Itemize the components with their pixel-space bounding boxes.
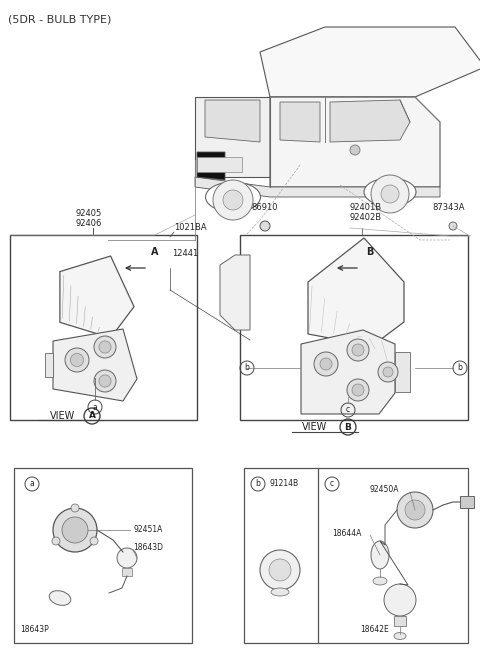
Text: 92405: 92405 bbox=[75, 209, 101, 218]
Bar bbox=[122, 568, 132, 576]
Text: VIEW: VIEW bbox=[302, 422, 327, 432]
Bar bbox=[197, 157, 242, 172]
Bar bbox=[240, 235, 468, 420]
Text: 18643P: 18643P bbox=[20, 626, 49, 634]
Bar bbox=[10, 235, 197, 420]
Text: 92402B: 92402B bbox=[350, 213, 382, 222]
Bar bbox=[460, 496, 474, 508]
Circle shape bbox=[350, 145, 360, 155]
Text: 92406: 92406 bbox=[75, 219, 101, 228]
Circle shape bbox=[320, 358, 332, 370]
Text: VIEW: VIEW bbox=[50, 411, 75, 421]
Bar bbox=[14, 468, 192, 643]
Text: B: B bbox=[366, 247, 374, 257]
Text: 92450A: 92450A bbox=[370, 485, 399, 495]
Text: 91214B: 91214B bbox=[270, 480, 299, 489]
Text: a: a bbox=[30, 480, 35, 489]
Circle shape bbox=[94, 336, 116, 358]
Circle shape bbox=[213, 180, 253, 220]
Polygon shape bbox=[195, 97, 270, 177]
Circle shape bbox=[65, 348, 89, 372]
Ellipse shape bbox=[205, 182, 261, 212]
Text: a: a bbox=[93, 403, 97, 411]
Circle shape bbox=[90, 537, 98, 545]
Polygon shape bbox=[53, 329, 137, 401]
Text: 92401B: 92401B bbox=[350, 203, 382, 212]
Circle shape bbox=[53, 508, 97, 552]
Circle shape bbox=[260, 550, 300, 590]
Ellipse shape bbox=[271, 588, 289, 596]
Text: b: b bbox=[245, 363, 250, 373]
Polygon shape bbox=[301, 330, 395, 414]
Ellipse shape bbox=[373, 577, 387, 585]
Ellipse shape bbox=[371, 541, 389, 569]
Circle shape bbox=[383, 367, 393, 377]
Circle shape bbox=[165, 263, 175, 273]
Text: 12441: 12441 bbox=[172, 249, 198, 258]
Text: B: B bbox=[345, 422, 351, 432]
Ellipse shape bbox=[364, 178, 416, 206]
Bar bbox=[45, 353, 53, 377]
Text: 86910: 86910 bbox=[252, 203, 278, 212]
Polygon shape bbox=[220, 255, 250, 330]
Text: (5DR - BULB TYPE): (5DR - BULB TYPE) bbox=[8, 14, 111, 24]
Polygon shape bbox=[270, 97, 440, 187]
Text: A: A bbox=[151, 247, 159, 257]
Polygon shape bbox=[195, 177, 440, 197]
Circle shape bbox=[397, 492, 433, 528]
Text: 87343A: 87343A bbox=[432, 203, 465, 212]
Circle shape bbox=[378, 362, 398, 382]
Polygon shape bbox=[260, 27, 480, 97]
Polygon shape bbox=[205, 100, 260, 142]
Bar bbox=[244, 468, 468, 643]
Circle shape bbox=[165, 237, 175, 247]
Text: c: c bbox=[330, 480, 334, 489]
Circle shape bbox=[352, 384, 364, 396]
Text: 18643D: 18643D bbox=[133, 544, 163, 552]
Polygon shape bbox=[280, 102, 320, 142]
Polygon shape bbox=[330, 100, 410, 142]
Circle shape bbox=[352, 344, 364, 356]
Circle shape bbox=[314, 352, 338, 376]
Text: 92451A: 92451A bbox=[133, 525, 162, 535]
Polygon shape bbox=[60, 256, 134, 338]
Circle shape bbox=[347, 339, 369, 361]
Circle shape bbox=[94, 370, 116, 392]
Text: 18644A: 18644A bbox=[332, 529, 361, 537]
Circle shape bbox=[260, 221, 270, 231]
Circle shape bbox=[223, 190, 243, 210]
Bar bbox=[394, 616, 406, 626]
Bar bbox=[395, 352, 410, 392]
Circle shape bbox=[71, 504, 79, 512]
Ellipse shape bbox=[394, 632, 406, 640]
Text: 1021BA: 1021BA bbox=[174, 223, 206, 232]
Circle shape bbox=[52, 537, 60, 545]
Polygon shape bbox=[308, 238, 404, 346]
Circle shape bbox=[117, 548, 137, 568]
Polygon shape bbox=[197, 152, 225, 180]
Text: c: c bbox=[346, 405, 350, 415]
Circle shape bbox=[347, 379, 369, 401]
Text: A: A bbox=[88, 411, 96, 420]
Circle shape bbox=[99, 375, 111, 387]
Circle shape bbox=[99, 341, 111, 353]
Circle shape bbox=[449, 222, 457, 230]
Circle shape bbox=[62, 517, 88, 543]
Ellipse shape bbox=[49, 590, 71, 605]
Circle shape bbox=[371, 175, 409, 213]
Circle shape bbox=[381, 185, 399, 203]
Circle shape bbox=[384, 584, 416, 616]
Circle shape bbox=[405, 500, 425, 520]
Circle shape bbox=[71, 354, 84, 367]
Text: b: b bbox=[255, 480, 261, 489]
Circle shape bbox=[269, 559, 291, 581]
Text: b: b bbox=[457, 363, 462, 373]
Text: 18642E: 18642E bbox=[360, 626, 389, 634]
